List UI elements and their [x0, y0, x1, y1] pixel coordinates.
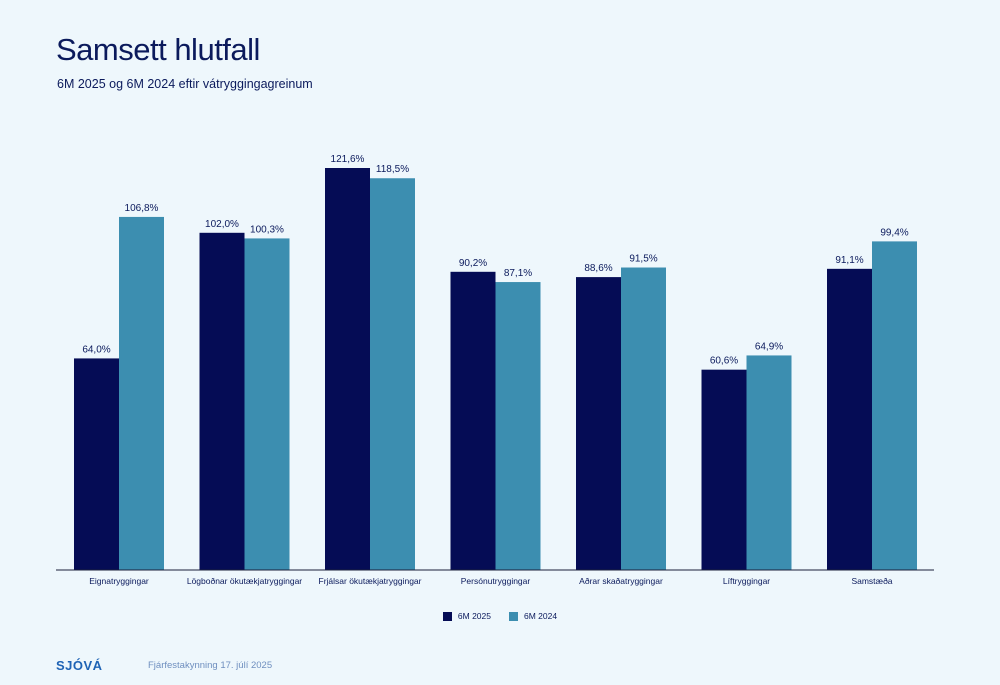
bar-2024	[746, 355, 792, 570]
data-label: 102,0%	[205, 219, 239, 230]
page-subtitle: 6M 2025 og 6M 2024 eftir vátryggingagrei…	[57, 77, 313, 91]
category-label: Aðrar skaðatryggingar	[579, 576, 663, 586]
data-label: 106,8%	[125, 203, 159, 214]
bar-2024	[244, 238, 290, 570]
data-label: 118,5%	[376, 164, 409, 175]
chart-legend: 6M 2025 6M 2024	[0, 611, 1000, 621]
bar-2025	[450, 271, 496, 570]
data-label: 64,9%	[755, 341, 783, 352]
legend-label-2025: 6M 2025	[457, 611, 491, 621]
category-label: Líftryggingar	[723, 576, 770, 586]
category-label: Lögboðnar ökutækjatryggingar	[187, 576, 302, 586]
data-label: 100,3%	[250, 224, 284, 235]
category-label: Persónutryggingar	[461, 576, 531, 586]
category-label: Eignatryggingar	[89, 576, 149, 586]
bar-2025	[199, 232, 245, 570]
data-label: 121,6%	[331, 154, 365, 165]
legend-label-2024: 6M 2024	[524, 611, 558, 621]
legend-swatch-2025	[442, 611, 452, 621]
legend-swatch-2024	[509, 611, 518, 621]
data-label: 99,4%	[880, 227, 908, 238]
legend-item-2025: 6M 2025	[442, 611, 491, 621]
bar-2024	[872, 241, 917, 570]
data-label: 60,6%	[710, 356, 738, 367]
data-label: 91,5%	[629, 254, 657, 265]
bar-2024	[119, 216, 164, 571]
bar-2024	[621, 267, 666, 570]
bar-2025	[576, 277, 621, 570]
category-label: Samstæða	[851, 576, 892, 586]
data-label: 91,1%	[835, 255, 863, 266]
bar-2025	[325, 168, 370, 570]
category-label: Frjálsar ökutækjatryggingar	[319, 576, 422, 586]
bar-2024	[495, 282, 541, 570]
sjova-logo: SJÓVÁ	[56, 658, 103, 673]
bar-2025	[827, 268, 872, 570]
bar-2025	[74, 358, 119, 570]
bar-2024	[370, 178, 415, 570]
legend-item-2024: 6M 2024	[509, 611, 557, 621]
bar-2025	[701, 369, 747, 570]
footer-text: Fjárfestakynning 17. júlí 2025	[148, 660, 273, 671]
page-title: Samsett hlutfall	[56, 32, 260, 67]
data-label: 88,6%	[584, 263, 612, 274]
data-label: 87,1%	[504, 268, 532, 279]
data-label: 90,2%	[459, 258, 487, 269]
data-label: 64,0%	[82, 344, 110, 355]
